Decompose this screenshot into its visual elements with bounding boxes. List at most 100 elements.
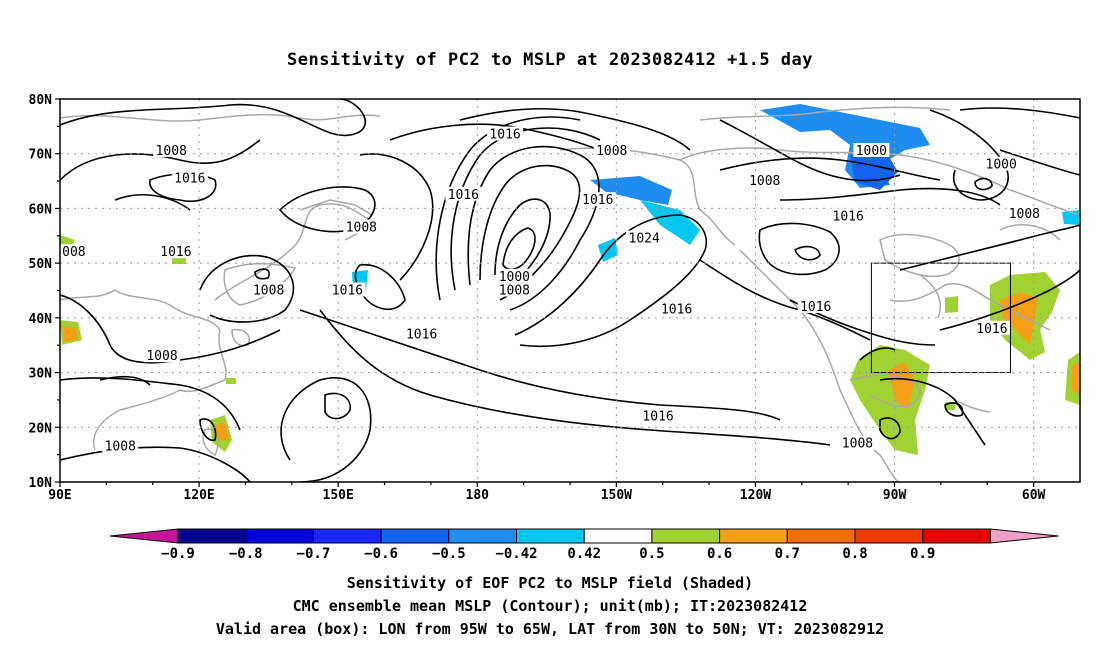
contour-label: 1016 (976, 322, 1007, 337)
contour-label: 1008 (842, 437, 873, 452)
lat-label: 70N (29, 148, 53, 163)
contour-label: 1000 (986, 158, 1017, 173)
contour-label: 1000 (856, 144, 887, 159)
colorbar-label: 0.8 (842, 546, 867, 562)
colorbar-low-arrow (109, 528, 179, 544)
contour-label-bg (329, 282, 366, 297)
contour-label: 1008 (1009, 207, 1040, 222)
lat-label: 80N (29, 93, 53, 108)
colorbar-label: 0.7 (775, 546, 800, 562)
lat-label: 40N (29, 312, 53, 327)
caption-shading: Sensitivity of EOF PC2 to MSLP field (Sh… (346, 574, 754, 592)
contour-label-bg (144, 348, 180, 363)
contour-label: 1016 (642, 409, 673, 424)
lon-label: 150W (601, 488, 632, 503)
contour-label: 1008 (749, 174, 780, 189)
contour-label-bg (626, 230, 663, 245)
colorbar-segment (922, 528, 991, 544)
contour-label-bg (853, 142, 890, 157)
sensitivity-shading (60, 104, 1080, 455)
colorbar-segment (448, 528, 517, 544)
colorbar-segment (380, 528, 450, 544)
colorbar-segment (516, 528, 585, 544)
colorbar-label: 0.5 (639, 546, 664, 562)
latitude-labels: 80N 70N 60N 50N 40N 30N 20N 10N (29, 93, 53, 491)
contour-label: 1008 (499, 284, 530, 299)
contour-label: 1000 (499, 270, 530, 285)
colorbar-segment (245, 528, 314, 544)
contour-label-bg (445, 186, 482, 201)
lon-label: 120W (740, 488, 771, 503)
lon-label: 60W (1022, 488, 1046, 503)
contour-label-bg (973, 320, 1010, 335)
contour-label-bg (343, 219, 380, 234)
sens-patch-atl-small-green-2 (945, 296, 958, 313)
contour-label-bg (983, 156, 1020, 171)
axis-ticks (55, 98, 1035, 487)
contour-label: 1008 (596, 144, 627, 159)
contour-label-bg (496, 268, 533, 283)
contour-label: 1016 (800, 300, 831, 315)
contour-label-bg (171, 170, 208, 185)
colorbar-label: 0.42 (567, 546, 601, 562)
contour-label: 008 (62, 245, 85, 260)
contour-label-bg (579, 192, 616, 207)
contour-label: 1016 (332, 284, 363, 299)
contour-label-bg (403, 326, 440, 341)
contour-label-bg (59, 244, 88, 259)
sens-patch-alaska-cyan (640, 200, 700, 245)
lon-label: 90E (48, 488, 71, 503)
lat-label: 20N (29, 421, 53, 436)
colorbar-label: 0.6 (707, 546, 732, 562)
contour-label-bg (640, 408, 677, 423)
graticule (60, 99, 1080, 482)
sens-patch-atlantic-orange (1072, 362, 1080, 395)
caption-valid-area: Valid area (box): LON from 95W to 65W, L… (215, 620, 885, 638)
colorbar-label: −0.6 (364, 546, 398, 562)
lat-label: 50N (29, 257, 53, 272)
mslp-contours (60, 99, 1080, 482)
colorbar-label: −0.42 (495, 546, 537, 562)
lon-label: 120E (183, 488, 214, 503)
contour-label: 1016 (833, 210, 864, 225)
sens-patch-tibet-green (60, 235, 75, 246)
colorbar-segment (719, 528, 788, 544)
colorbar-segment (583, 528, 653, 544)
contour-label: 1008 (156, 144, 187, 159)
contour-label-bg (102, 438, 139, 453)
sens-patch-taiwan-green (226, 378, 236, 384)
sens-patch-china-green (172, 258, 186, 264)
colorbar-label: 0.9 (910, 546, 935, 562)
colorbar-segment (854, 528, 924, 544)
colorbar-label: −0.5 (432, 546, 466, 562)
contour-label: 1008 (105, 439, 136, 454)
colorbar-label: −0.8 (229, 546, 263, 562)
sens-patch-east-canada-orange (1000, 292, 1038, 345)
lat-label: 60N (29, 202, 53, 217)
valid-area-box (870, 262, 1011, 374)
contour-label: 1016 (448, 188, 479, 203)
contour-label-bg (496, 282, 533, 297)
contour-label: 1016 (582, 193, 613, 208)
contour-label-bg (797, 298, 834, 313)
contour-label-bg (1006, 205, 1043, 220)
colorbar-segment (312, 528, 382, 544)
colorbar: −0.9 −0.8 −0.7 −0.6 −0.5 −0.42 0.42 0.5 0.6 0.7 0.… (109, 528, 1059, 562)
lon-label: 150E (323, 488, 354, 503)
contour-label-bg (746, 173, 783, 188)
contour-label-bg (250, 282, 287, 297)
sens-patch-philippine-orange (215, 422, 229, 440)
lon-label: 90W (883, 488, 907, 503)
sens-patch-india-orange (62, 326, 78, 342)
contour-label-bg (487, 126, 524, 141)
colorbar-segment (786, 528, 856, 544)
contour-label: 1016 (406, 327, 437, 342)
contour-label: 1024 (629, 232, 660, 247)
contour-label-bg (658, 301, 695, 316)
map-title: Sensitivity of PC2 to MSLP at 2023082412… (286, 50, 813, 70)
contour-label-bg (830, 208, 867, 223)
sens-patch-arctic-blue (760, 104, 930, 188)
colorbar-label: −0.7 (297, 546, 331, 562)
